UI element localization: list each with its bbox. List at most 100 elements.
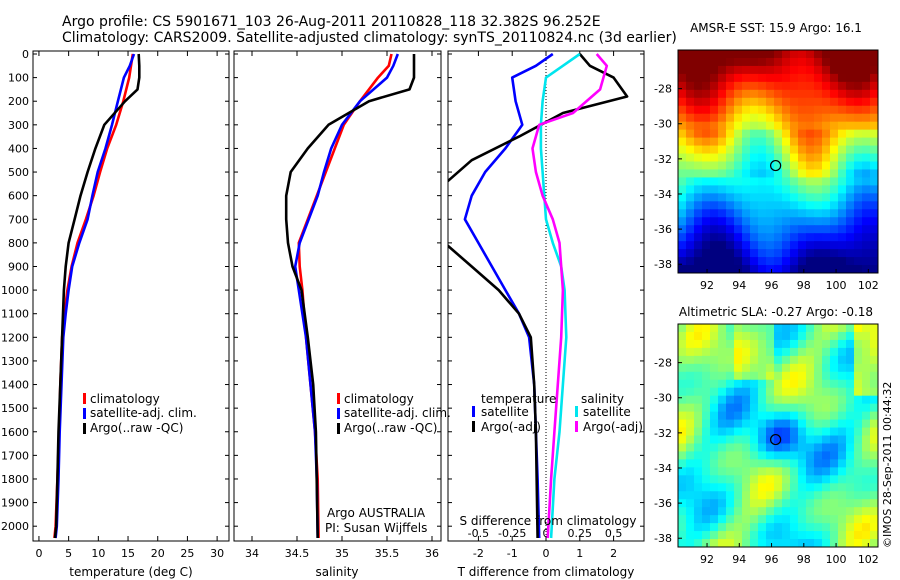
map-cell <box>766 50 775 59</box>
map-cell <box>758 73 767 83</box>
map-cell <box>862 435 871 444</box>
map-cell <box>846 145 855 155</box>
map-cell <box>822 161 831 170</box>
map-cell <box>702 339 711 349</box>
x-tick-label: 34.5 <box>285 547 310 560</box>
map-cell <box>758 193 767 202</box>
depth-tick-label: 1300 <box>1 355 29 368</box>
x-tick-label: 30 <box>210 547 224 560</box>
map-cell <box>790 225 799 234</box>
map-cell <box>846 193 855 202</box>
series-line-argo-raw-qc- <box>284 54 416 539</box>
map-cell <box>750 403 759 413</box>
map-cell <box>694 443 703 452</box>
map-cell <box>822 177 831 186</box>
map-cell <box>806 129 815 139</box>
series-line-satellite-adj-clim- <box>293 53 400 539</box>
map-cell <box>846 89 855 99</box>
map-cell <box>854 169 863 178</box>
map-cell <box>862 523 871 532</box>
map-cell <box>734 403 743 413</box>
map-cell <box>838 233 847 242</box>
map-cell <box>710 395 719 405</box>
map-cell <box>766 507 775 516</box>
map-cell <box>726 443 735 452</box>
map-cell <box>838 427 847 436</box>
map-cell <box>822 523 831 532</box>
map-cell <box>718 331 727 341</box>
map-cell <box>798 185 807 194</box>
map-x-tick-label: 92 <box>700 553 714 566</box>
map-cell <box>822 81 831 91</box>
map-cell <box>694 161 703 170</box>
map-cell <box>838 257 847 266</box>
map-cell <box>694 81 703 91</box>
map-cell <box>710 65 719 75</box>
map-cell <box>734 499 743 508</box>
map-cell <box>726 339 735 349</box>
map-cell <box>806 257 815 266</box>
map-cell <box>814 355 823 365</box>
map-cell <box>830 531 839 540</box>
map-cell <box>814 483 823 492</box>
map-cell <box>870 153 879 162</box>
map-x-tick-label: 92 <box>700 279 714 292</box>
map-cell <box>750 265 759 274</box>
map-cell <box>838 209 847 218</box>
map-cell <box>742 129 751 139</box>
map-cell <box>798 435 807 444</box>
map-cell <box>766 467 775 476</box>
map-cell <box>678 89 687 99</box>
map-cell <box>758 324 767 333</box>
map-cell <box>806 105 815 115</box>
map-cell <box>702 491 711 500</box>
map-cell <box>726 483 735 492</box>
map-cell <box>718 411 727 421</box>
map-cell <box>710 81 719 91</box>
map-cell <box>702 153 711 162</box>
map-cell <box>862 241 871 250</box>
map-cell <box>814 324 823 333</box>
map-cell <box>814 241 823 250</box>
map-cell <box>806 531 815 540</box>
map-cell <box>806 50 815 59</box>
map-cell <box>774 257 783 266</box>
map-cell <box>862 233 871 242</box>
map-cell <box>750 193 759 202</box>
map-cell <box>854 209 863 218</box>
map-cell <box>694 387 703 397</box>
map-x-tick-label: 94 <box>732 279 746 292</box>
map-y-tick-label: -28 <box>654 357 672 370</box>
map-cell <box>814 491 823 500</box>
map-cell <box>750 177 759 186</box>
map-cell <box>798 531 807 540</box>
map-cell <box>750 467 759 476</box>
map-cell <box>718 65 727 75</box>
map-cell <box>846 201 855 210</box>
map-cell <box>758 435 767 444</box>
map-cell <box>678 257 687 266</box>
map-cell <box>694 57 703 67</box>
map-cell <box>702 467 711 476</box>
map-cell <box>774 515 783 524</box>
map-cell <box>774 153 783 162</box>
map-cell <box>806 371 815 381</box>
sst-map-x-ticks: 92 94 96 98 100 102 <box>700 269 879 292</box>
x-tick-label: 10 <box>91 547 105 560</box>
map-cell <box>782 411 791 421</box>
map-cell <box>870 395 879 405</box>
map-cell <box>846 209 855 218</box>
map-cell <box>830 539 839 548</box>
temperature-x-ticks: 0 5 10 15 20 25 30 <box>35 51 224 560</box>
map-cell <box>854 129 863 139</box>
map-cell <box>702 451 711 460</box>
map-cell <box>814 467 823 476</box>
map-cell <box>774 531 783 540</box>
map-cell <box>862 347 871 357</box>
map-cell <box>766 57 775 67</box>
map-cell <box>862 363 871 373</box>
map-cell <box>822 241 831 250</box>
map-cell <box>742 153 751 162</box>
map-cell <box>870 249 879 258</box>
map-cell <box>758 121 767 131</box>
